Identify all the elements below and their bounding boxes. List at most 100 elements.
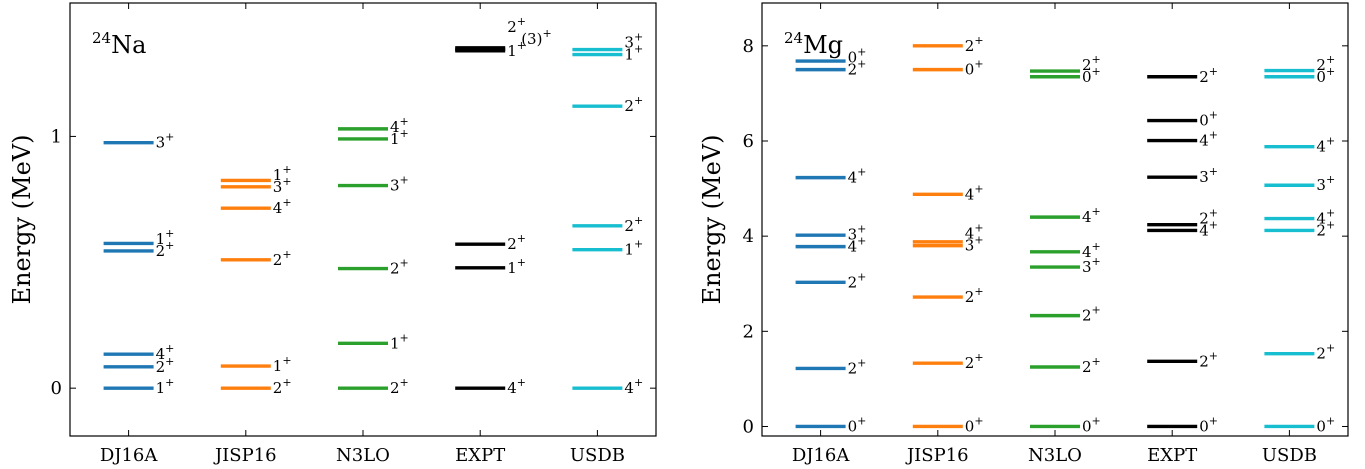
level-label: 4+	[1082, 205, 1101, 226]
level-label: 1+	[624, 43, 643, 64]
level-label: 2+	[156, 355, 175, 376]
level-label: 2+	[965, 285, 984, 306]
level-label: 0+	[1316, 414, 1335, 435]
level-label: 3+	[156, 131, 175, 152]
level-label: 4+	[507, 376, 526, 397]
y-axis-label: Energy (MeV)	[8, 134, 36, 304]
level-label: 1+	[507, 39, 526, 60]
level-label: 0+	[1316, 65, 1335, 86]
level-label: 2+	[1082, 304, 1101, 325]
level-label: 3+	[1316, 173, 1335, 194]
level-label: 0+	[1082, 414, 1101, 435]
level-label: 3+	[1082, 255, 1101, 276]
level-label: 1+	[390, 331, 409, 352]
level-label: 2+	[507, 232, 526, 253]
level-label: 4+	[1316, 135, 1335, 156]
x-tick-label: JISP16	[905, 445, 969, 466]
level-label: 1+	[273, 163, 292, 184]
level-label: 2+	[1199, 206, 1218, 227]
level-label: 0+	[1199, 109, 1218, 130]
level-label: 4+	[390, 115, 409, 136]
level-label: 0+	[1199, 414, 1218, 435]
level-label: 2+	[848, 270, 867, 291]
panel-mg: 0 2 4 6 8 Energy (MeV) DJ16A JISP16 N3LO EXPT USDB…	[698, 2, 1349, 466]
y-axis-label: Energy (MeV)	[698, 134, 726, 304]
x-tick-label: EXPT	[1147, 445, 1197, 466]
level-label: 4+	[848, 235, 867, 256]
level-label: 4+	[965, 222, 984, 243]
level-label: 2+	[848, 356, 867, 377]
series-expt: 0+2+4+2+3+4+0+2+	[1147, 65, 1218, 435]
x-tick-label: USDB	[1262, 445, 1317, 466]
y-tick-label: 8	[743, 36, 754, 57]
level-label: 0+	[965, 58, 984, 79]
level-label: 1+	[624, 238, 643, 259]
level-label: 1+	[156, 227, 175, 248]
series-usdb: 0+2+2+4+3+4+0+2+	[1264, 53, 1335, 435]
level-label: 2+	[848, 58, 867, 79]
series-expt: 4+1+2+1+(3)+2+	[455, 15, 552, 397]
level-label: 4+	[965, 182, 984, 203]
level-label: 4+	[156, 342, 175, 363]
level-label: 2+	[1199, 65, 1218, 86]
level-label: 4+	[1082, 240, 1101, 261]
y-tick-label: 2	[743, 321, 754, 342]
level-label: 2+	[965, 34, 984, 55]
level-label: 3+	[624, 31, 643, 52]
level-label: 1+	[273, 354, 292, 375]
level-label: 2+	[156, 239, 175, 260]
x-tick-label: DJ16A	[100, 445, 159, 466]
level-label: 0+	[848, 46, 867, 67]
level-label: 4+	[624, 376, 643, 397]
y-tick-label: 6	[743, 131, 754, 152]
y-tick-label: 4	[743, 226, 754, 247]
level-label: 3+	[390, 174, 409, 195]
level-label: 3+	[1199, 165, 1218, 186]
level-label: 2+	[507, 15, 526, 36]
level-label: 4+	[1316, 206, 1335, 227]
level-label: 0+	[1082, 65, 1101, 86]
level-label: 3+	[848, 223, 867, 244]
x-tick-label: USDB	[570, 445, 625, 466]
level-label: 2+	[624, 94, 643, 115]
x-tick-label: N3LO	[336, 445, 390, 466]
y-tick-label: 0	[51, 378, 62, 399]
level-label: 4+	[273, 196, 292, 217]
level-label: 2+	[390, 257, 409, 278]
x-tick-label: N3LO	[1028, 445, 1082, 466]
series-dj16a: 1+2+4+2+1+3+	[103, 131, 175, 397]
level-label: 2+	[624, 214, 643, 235]
level-label: 0+	[848, 414, 867, 435]
y-tick-label: 1	[51, 126, 62, 147]
level-label: 2+	[1316, 342, 1335, 363]
level-label: 2+	[965, 351, 984, 372]
level-label: 2+	[1316, 218, 1335, 239]
level-label: 2+	[1199, 349, 1218, 370]
level-label: 4+	[1199, 129, 1218, 150]
x-tick-label: DJ16A	[792, 445, 851, 466]
level-label: 1+	[507, 256, 526, 277]
series-dj16a: 0+2+2+4+3+4+2+0+	[795, 46, 867, 435]
level-label: 1+	[156, 376, 175, 397]
level-label: 3+	[273, 175, 292, 196]
panel-na: 0 1 Energy (MeV) DJ16A JISP16 N3LO EXPT USDB 24N…	[8, 2, 657, 466]
y-tick-label: 0	[743, 416, 754, 437]
series-jisp16: 2+1+2+4+3+1+	[220, 163, 292, 397]
level-label: (3)+	[521, 27, 551, 48]
level-label: 2+	[1082, 53, 1101, 74]
level-label: 4+	[848, 166, 867, 187]
level-label: 2+	[1082, 355, 1101, 376]
level-label: 0+	[965, 414, 984, 435]
series-usdb: 4+1+2+2+1+3+	[572, 31, 643, 397]
series-n3lo: 0+2+2+3+4+4+0+2+	[1030, 53, 1101, 435]
level-label: 2+	[1316, 53, 1335, 74]
level-label: 3+	[965, 234, 984, 255]
level-label: 2+	[390, 376, 409, 397]
panel-title: 24Na	[92, 29, 146, 59]
series-jisp16: 0+2+2+3+4+4+0+2+	[912, 34, 984, 435]
level-label: 2+	[273, 248, 292, 269]
level-label: 2+	[273, 376, 292, 397]
level-label: 4+	[1199, 218, 1218, 239]
x-tick-label: JISP16	[213, 445, 277, 466]
